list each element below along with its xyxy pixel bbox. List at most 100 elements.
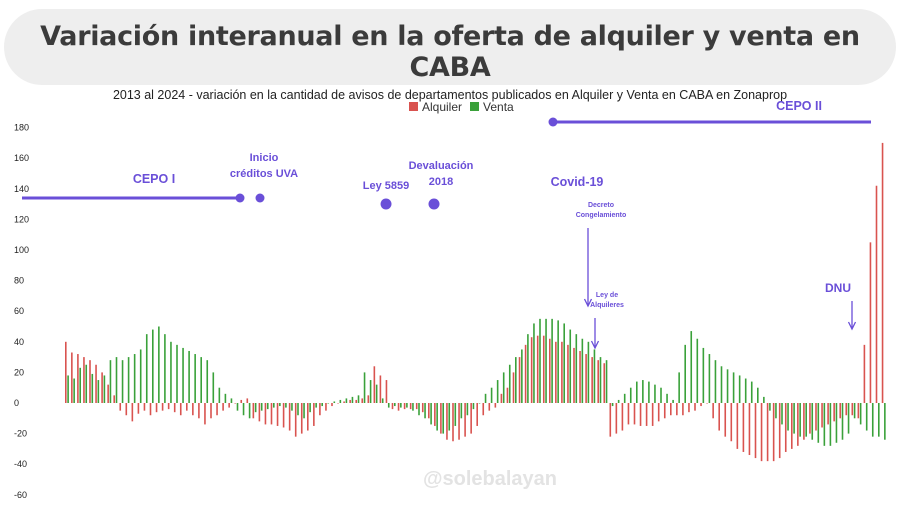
bar-venta <box>381 398 384 403</box>
bar-venta <box>254 403 257 413</box>
bar-alquiler <box>561 341 563 403</box>
bar-alquiler <box>512 372 515 403</box>
bar-alquiler <box>440 403 442 434</box>
bar-alquiler <box>494 403 497 408</box>
bar-alquiler <box>107 384 109 403</box>
bar-alquiler <box>663 403 666 419</box>
bar-venta <box>817 403 820 443</box>
legend-label-venta: Venta <box>483 100 514 114</box>
bar-venta <box>339 399 342 403</box>
bar-venta <box>750 381 753 403</box>
bar-alquiler <box>379 375 382 403</box>
bar-venta <box>309 403 311 413</box>
bar-venta <box>357 395 360 403</box>
bar-alquiler <box>149 403 152 416</box>
bar-venta <box>200 357 202 403</box>
bar-alquiler <box>89 360 91 403</box>
y-tick-label: 40 <box>14 337 24 347</box>
bar-alquiler <box>476 403 478 426</box>
bar-venta <box>387 403 390 408</box>
bar-venta <box>787 403 789 431</box>
bar-venta <box>527 334 529 403</box>
bar-venta <box>642 380 644 403</box>
bar-venta <box>533 323 535 403</box>
bar-venta <box>805 403 807 437</box>
bar-venta <box>466 403 469 416</box>
bar-alquiler <box>791 403 793 449</box>
bar-alquiler <box>839 403 841 419</box>
bar-alquiler <box>530 337 533 403</box>
bar-venta <box>194 354 196 403</box>
bar-venta <box>242 403 245 416</box>
bar-venta <box>375 384 378 403</box>
bar-alquiler <box>337 403 339 404</box>
y-tick-label: 180 <box>14 123 29 133</box>
bar-venta <box>829 403 832 446</box>
bar-alquiler <box>65 341 67 403</box>
bar-venta <box>769 403 771 411</box>
y-tick-label: 80 <box>14 276 24 286</box>
legend-swatch-alquiler <box>409 102 418 111</box>
bar-alquiler <box>573 347 575 403</box>
bar-venta <box>587 341 590 403</box>
bar-venta <box>418 403 420 416</box>
bar-alquiler <box>179 403 182 416</box>
devaluacion-dot <box>428 198 440 210</box>
bar-venta <box>73 378 75 403</box>
legend: Alquiler Venta <box>409 100 514 114</box>
bar-alquiler <box>210 403 212 419</box>
bar-venta <box>871 403 874 437</box>
bar-venta <box>103 375 106 403</box>
bar-alquiler <box>676 403 678 416</box>
bar-venta <box>763 396 765 403</box>
bar-venta <box>799 403 801 437</box>
bar-alquiler <box>633 403 636 425</box>
bar-alquiler <box>609 403 612 437</box>
y-axis: 180 160 140 120 100 80 60 40 20 0 -20 -40 -60 <box>14 123 29 500</box>
bars <box>65 142 886 462</box>
y-tick-label: 120 <box>14 214 29 224</box>
bar-venta <box>678 372 680 403</box>
bar-venta <box>793 403 795 434</box>
bar-venta <box>303 403 305 419</box>
bar-venta <box>702 347 705 403</box>
bar-venta <box>490 387 493 403</box>
bar-venta <box>696 338 699 403</box>
annotation-cepo-ii: CEPO II <box>776 99 822 113</box>
bar-venta <box>394 403 396 407</box>
bar-venta <box>545 318 547 403</box>
bar-alquiler <box>222 403 224 411</box>
bar-alquiler <box>143 403 146 411</box>
bar-venta <box>248 403 251 419</box>
bar-alquiler <box>585 354 587 403</box>
bar-venta <box>636 381 638 403</box>
bar-alquiler <box>700 403 702 407</box>
bar-venta <box>690 331 693 403</box>
bar-alquiler <box>815 403 817 431</box>
bar-alquiler <box>325 403 327 411</box>
bar-venta <box>557 320 559 403</box>
bar-alquiler <box>857 403 860 419</box>
bar-alquiler <box>809 403 811 434</box>
bar-venta <box>297 403 299 416</box>
bar-alquiler <box>125 403 128 416</box>
bar-venta <box>285 403 287 408</box>
bar-venta <box>430 403 432 425</box>
y-tick-label: 160 <box>14 153 29 163</box>
bar-venta <box>152 329 154 403</box>
bar-venta <box>617 399 620 403</box>
bar-alquiler <box>603 363 606 403</box>
bar-venta <box>593 349 596 403</box>
bar-venta <box>176 344 178 403</box>
bar-venta <box>811 403 814 440</box>
chart-title: Variación interanual en la oferta de alq… <box>40 21 860 83</box>
bar-venta <box>121 360 124 403</box>
bar-alquiler <box>845 403 848 416</box>
bar-alquiler <box>319 403 321 416</box>
bar-alquiler <box>694 403 696 411</box>
bar-venta <box>605 360 608 403</box>
y-tick-label: 60 <box>14 306 24 316</box>
bar-venta <box>188 350 190 403</box>
bar-alquiler <box>482 403 485 416</box>
bar-venta <box>569 329 572 403</box>
